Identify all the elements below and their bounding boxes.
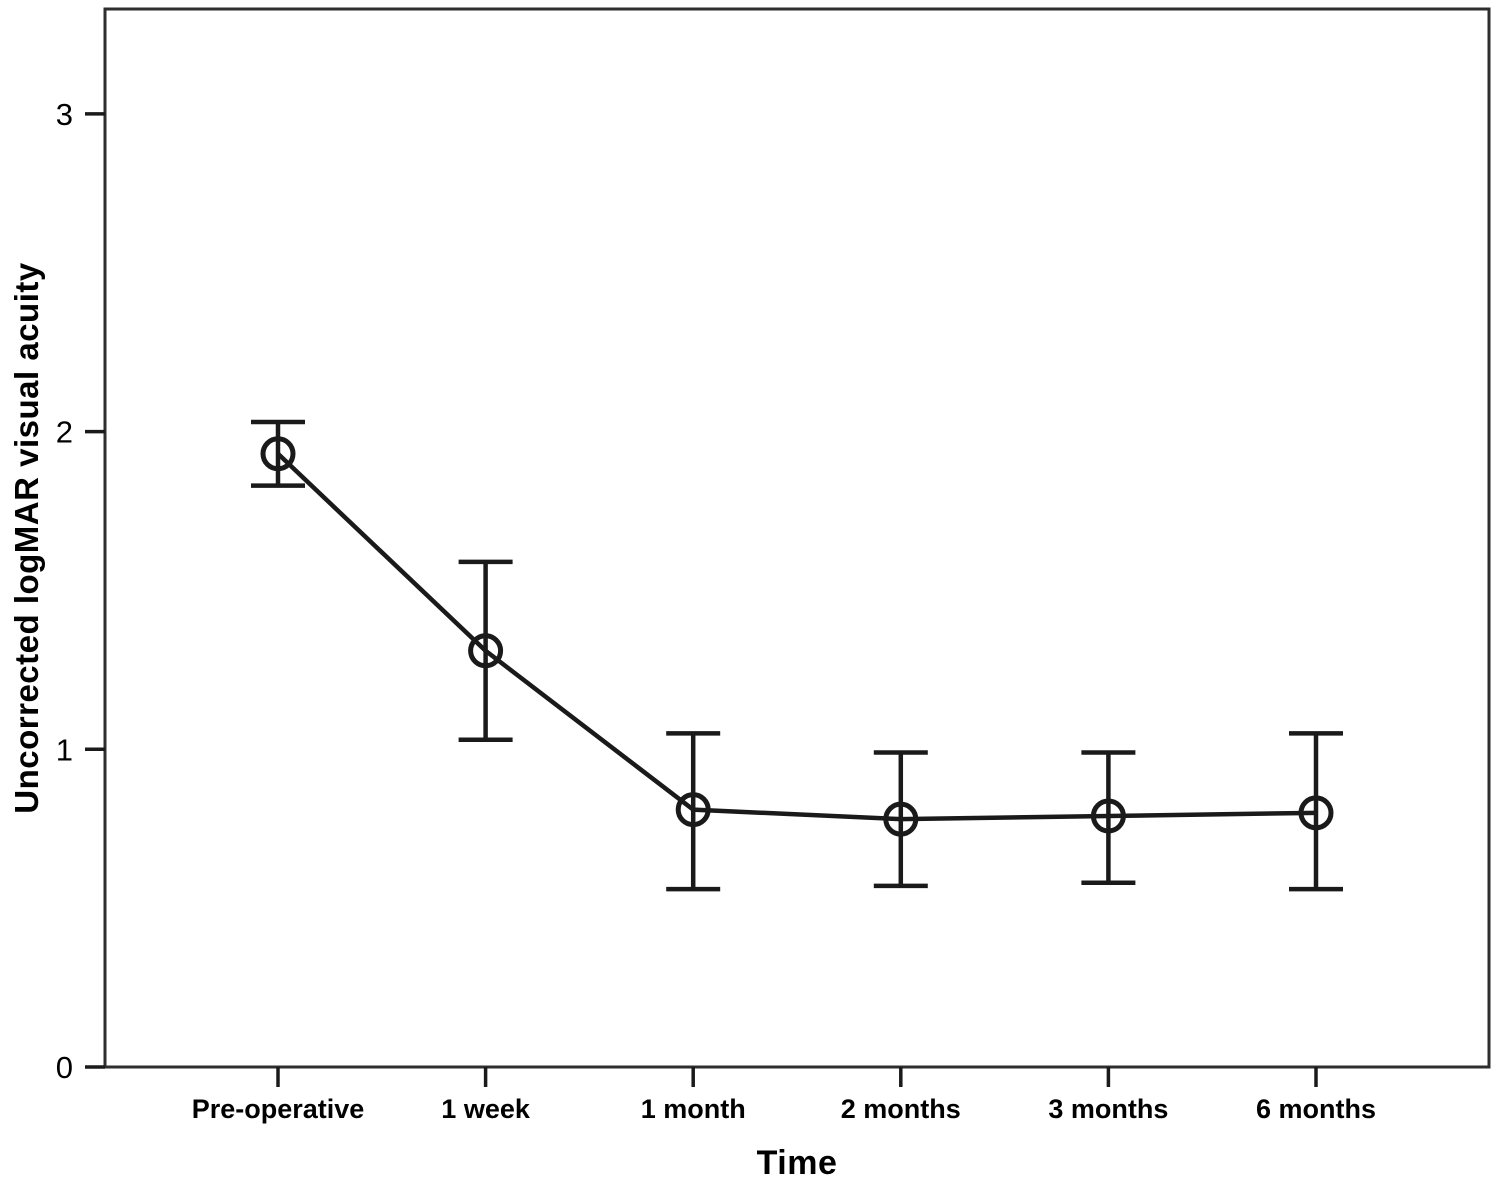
x-category-label: 3 months <box>1048 1094 1168 1124</box>
y-axis-title: Uncorrected logMAR visual acuity <box>8 262 45 814</box>
data-point-marker <box>1090 798 1126 834</box>
series-line <box>276 452 1317 822</box>
y-tick-label: 2 <box>56 415 73 450</box>
x-category-label: Pre-operative <box>192 1094 365 1124</box>
x-category-label: 1 month <box>641 1094 746 1124</box>
y-tick-label: 3 <box>56 97 73 132</box>
data-point-marker <box>883 801 919 837</box>
data-point-marker <box>675 792 711 828</box>
y-tick-label: 0 <box>56 1050 73 1085</box>
x-category-label: 1 week <box>441 1094 531 1124</box>
x-category-label: 6 months <box>1256 1094 1376 1124</box>
x-category-label: 2 months <box>841 1094 961 1124</box>
data-point-marker <box>468 633 504 669</box>
data-point-marker <box>1298 795 1334 831</box>
x-axis-title: Time <box>756 1144 838 1182</box>
data-point-marker <box>260 436 296 472</box>
plot-frame <box>103 7 1491 1069</box>
y-tick-label: 1 <box>56 732 73 767</box>
